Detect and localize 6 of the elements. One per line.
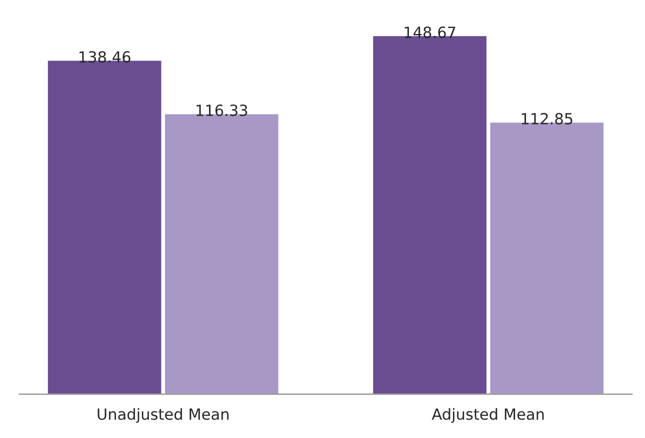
data-label: 116.33 (196, 104, 248, 116)
data-label: 148.67 (404, 26, 456, 38)
x-tick-label: Adjusted Mean (432, 408, 544, 423)
x-tick-label: Unadjusted Mean (98, 408, 229, 423)
data-label: 138.46 (80, 51, 130, 63)
data-label: 112.85 (522, 112, 572, 124)
